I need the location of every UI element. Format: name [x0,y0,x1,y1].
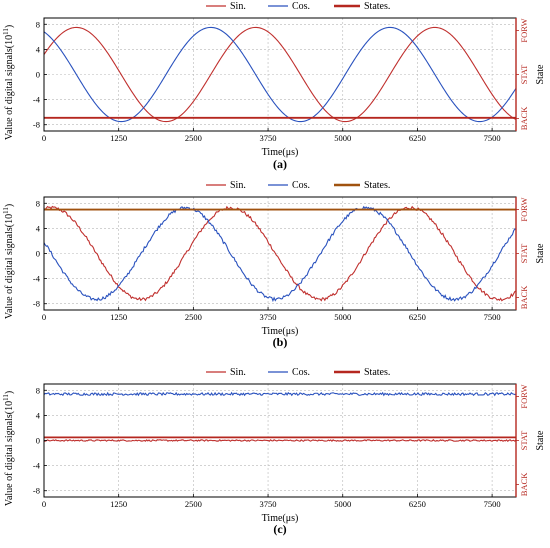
y-axis-label-main: Value of digital signals(10 [4,214,15,319]
x-tick-label: 7500 [484,312,501,322]
right-tick-label: FORW [519,198,529,222]
y-tick-label: 8 [36,385,40,395]
y-axis-label-exp: 11 [2,394,10,401]
legend-label: States. [364,367,390,378]
y-tick-label: 4 [36,223,41,233]
y-axis-label-main: Value of digital signals(10 [4,35,15,140]
y-tick-label: 0 [36,436,40,446]
y-axis-label-exp: 11 [2,207,10,214]
right-axis-label: State [535,64,546,85]
x-axis-label: Time(μs) [262,147,299,158]
right-tick-label: STAT [519,64,529,84]
legend-label: States. [364,1,390,12]
series-sin-line [43,26,517,123]
y-tick-label: -4 [33,95,41,105]
x-tick-label: 6250 [409,133,426,143]
chart-panel-2: 0 1250 2500 3750 5000 6250 7500 -8 -4 0 4 8 BACK STAT… [2,180,546,349]
right-tick-label: FORW [519,19,529,43]
y-tick-label: -8 [33,120,40,130]
series-sin-line [43,439,517,443]
x-tick-label: 5000 [334,499,351,509]
legend-label: States. [364,180,390,191]
x-tick-label: 7500 [484,499,501,509]
y-tick-label: -4 [33,461,41,471]
legend-label: Sin. [230,367,246,378]
y-tick-label: -8 [33,299,40,309]
x-tick-label: 0 [42,312,46,322]
x-tick-label: 5000 [334,133,351,143]
y-tick-label: 4 [36,44,41,54]
legend-label: Cos. [292,1,310,12]
chart-panel-1: 0 1250 2500 3750 5000 6250 7500 -8 -4 0 4 8 BACK STAT… [2,1,546,171]
x-tick-label: 1250 [110,499,127,509]
y-axis-label-tail: ) [4,25,15,28]
series-sin-line [43,205,517,302]
x-tick-label: 1250 [110,312,127,322]
y-axis-label: Value of digital signals(1011) [2,391,15,506]
x-tick-label: 0 [42,499,46,509]
chart-panel-3: 0 1250 2500 3750 5000 6250 7500 -8 -4 0 4 8 BACK STAT… [2,367,546,536]
x-axis-label: Time(μs) [262,326,299,337]
x-tick-label: 3750 [260,133,277,143]
y-tick-label: 8 [36,198,40,208]
x-tick-label: 1250 [110,133,127,143]
right-tick-label: FORW [519,385,529,409]
grid [44,197,516,310]
x-tick-label: 2500 [185,133,202,143]
y-axis-label-tail: ) [4,204,15,207]
y-axis-label-tail: ) [4,391,15,394]
right-tick-label: BACK [519,106,529,130]
y-axis-label-exp: 11 [2,28,10,35]
y-tick-label: -8 [33,486,40,496]
x-tick-label: 2500 [185,499,202,509]
x-tick-label: 0 [42,133,46,143]
x-tick-label: 3750 [260,499,277,509]
x-tick-label: 3750 [260,312,277,322]
x-tick-label: 7500 [484,133,501,143]
y-tick-label: 4 [36,410,41,420]
x-axis-label: Time(μs) [262,513,299,524]
legend-label: Cos. [292,180,310,191]
legend-label: Cos. [292,367,310,378]
legend-label: Sin. [230,1,246,12]
series-cos-line [43,26,517,123]
x-tick-label: 2500 [185,312,202,322]
panel-caption: (a) [273,157,287,171]
x-tick-label: 6250 [409,499,426,509]
x-tick-label: 5000 [334,312,351,322]
right-tick-label: BACK [519,285,529,309]
y-axis-label: Value of digital signals(1011) [2,25,15,140]
panel-caption: (b) [273,335,288,349]
right-tick-label: STAT [519,430,529,450]
y-tick-label: 0 [36,70,40,80]
right-axis-label: State [535,430,546,451]
x-tick-label: 6250 [409,312,426,322]
y-tick-label: -4 [33,274,41,284]
y-tick-label: 0 [36,249,40,259]
right-tick-label: BACK [519,472,529,496]
series-cos-line [43,391,517,397]
y-axis-label: Value of digital signals(1011) [2,204,15,319]
series-cos-line [43,205,517,303]
panel-caption: (c) [273,522,286,536]
y-axis-label-main: Value of digital signals(10 [4,401,15,506]
right-axis-label: State [535,243,546,264]
grid [44,18,516,131]
right-tick-label: STAT [519,243,529,263]
legend-label: Sin. [230,180,246,191]
y-tick-label: 8 [36,19,40,29]
